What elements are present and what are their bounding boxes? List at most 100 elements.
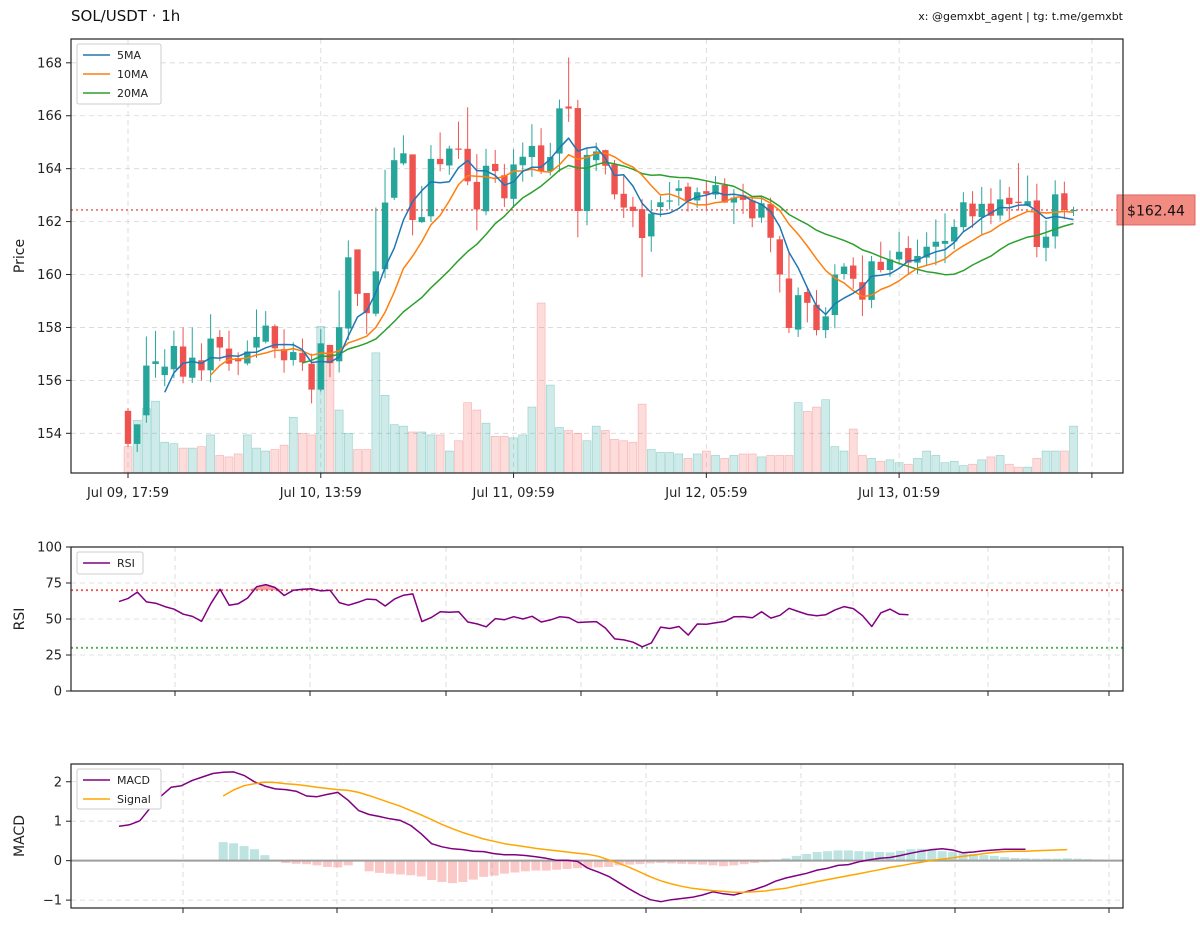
volume-bar <box>775 455 785 474</box>
macd-histogram-bar <box>281 860 291 864</box>
volume-bar <box>858 455 867 474</box>
candle-body <box>345 257 352 329</box>
candle-body <box>666 200 673 202</box>
candle-body <box>1024 201 1031 206</box>
price-xtick-label: Jul 13, 01:59 <box>857 486 940 501</box>
volume-bar <box>371 352 381 474</box>
macd-histogram-bar <box>249 849 259 861</box>
macd-histogram-bar <box>677 860 687 864</box>
candle-body <box>951 226 958 242</box>
price-legend-label: 20MA <box>117 87 148 100</box>
macd-ytick-label: 0 <box>54 854 62 869</box>
macd-histogram-bar <box>489 860 499 876</box>
macd-histogram-bar <box>218 842 228 861</box>
volume-bar <box>885 459 895 474</box>
candle-body <box>960 202 967 228</box>
candle-body <box>703 191 710 194</box>
candle-body <box>987 203 995 216</box>
macd-histogram-bar <box>739 860 749 865</box>
volume-bar <box>995 455 1005 474</box>
macd-histogram-bar <box>239 846 249 861</box>
volume-bar <box>298 433 307 474</box>
candle-body <box>868 261 875 300</box>
volume-bar <box>656 452 665 474</box>
macd-histogram-bar <box>593 860 603 868</box>
macd-histogram-bar <box>718 860 728 867</box>
macd-histogram-bar <box>750 860 760 864</box>
macd-histogram-bar <box>916 848 926 861</box>
volume-bar <box>738 453 748 474</box>
price-axis-label: Price <box>12 239 28 273</box>
volume-bar <box>637 403 647 474</box>
macd-histogram-bar <box>447 860 457 884</box>
volume-bar <box>1060 450 1069 474</box>
macd-histogram-bar <box>312 860 322 866</box>
macd-histogram-bar <box>843 850 853 861</box>
macd-histogram-bar <box>583 860 593 868</box>
candle-body <box>583 154 591 212</box>
candle-body <box>547 157 554 172</box>
volume-bar <box>747 453 757 474</box>
candle-body <box>253 336 260 348</box>
macd-histogram-bar <box>948 851 958 861</box>
signal-line <box>222 781 1068 893</box>
volume-bar <box>518 434 528 474</box>
macd-line <box>118 771 1026 903</box>
volume-bar <box>463 402 472 474</box>
candle-body <box>363 293 370 314</box>
macd-histogram-bar <box>656 860 666 864</box>
candle-body <box>290 352 297 361</box>
ma20-line <box>302 161 1074 364</box>
macd-histogram-bar <box>229 843 239 861</box>
volume-bar <box>610 438 619 474</box>
volume-bar <box>913 458 922 474</box>
current-price-label: $162.44 <box>1127 203 1185 219</box>
price-xtick-label: Jul 12, 05:59 <box>664 486 747 501</box>
macd-histogram-bar <box>937 851 947 861</box>
volume-bar <box>288 417 298 474</box>
price-ytick-label: 158 <box>37 321 62 336</box>
candle-body <box>537 145 545 172</box>
macd-histogram-bar <box>416 860 426 877</box>
macd-histogram-bar <box>698 860 708 865</box>
candle-body <box>749 200 756 219</box>
ma10-line <box>210 152 1074 376</box>
candle-body <box>556 108 563 154</box>
rsi-ytick-label: 50 <box>45 613 62 628</box>
candle-body <box>794 295 802 330</box>
credit-text: x: @gemxbt_agent | tg: t.me/gemxbt <box>918 10 1123 23</box>
volume-bar <box>894 462 904 474</box>
macd-histogram-bar <box>791 855 801 861</box>
volume-bar <box>261 450 271 474</box>
volume-bar <box>555 427 564 474</box>
macd-ytick-label: 2 <box>54 775 62 790</box>
volume-bar <box>867 458 876 474</box>
candle-body <box>648 213 655 237</box>
volume-bar <box>151 400 160 474</box>
volume-bar <box>270 449 280 474</box>
macd-histogram-bar <box>833 850 843 861</box>
volume-bar <box>353 449 362 474</box>
volume-bar <box>986 456 996 474</box>
candle-body <box>813 304 820 331</box>
volume-bar <box>729 455 739 474</box>
volume-bar <box>197 446 206 474</box>
volume-bar <box>793 402 803 474</box>
volume-bar <box>646 449 656 474</box>
candle-body <box>354 249 361 294</box>
macd-ytick-label: 1 <box>54 815 62 830</box>
volume-bar <box>215 455 225 474</box>
volume-bar <box>803 411 812 474</box>
volume-bar <box>821 399 830 474</box>
rsi-axis-label: RSI <box>12 608 28 631</box>
candle-body <box>335 327 343 362</box>
candle-body <box>886 259 894 271</box>
volume-bar <box>389 424 399 474</box>
macd-histogram-bar <box>562 860 572 869</box>
ma5-line <box>164 137 1074 393</box>
price-panel-frame <box>70 38 1124 474</box>
macd-histogram-bar <box>979 855 989 861</box>
price-xtick-label: Jul 10, 13:59 <box>279 486 362 501</box>
macd-histogram-bar <box>406 860 416 876</box>
